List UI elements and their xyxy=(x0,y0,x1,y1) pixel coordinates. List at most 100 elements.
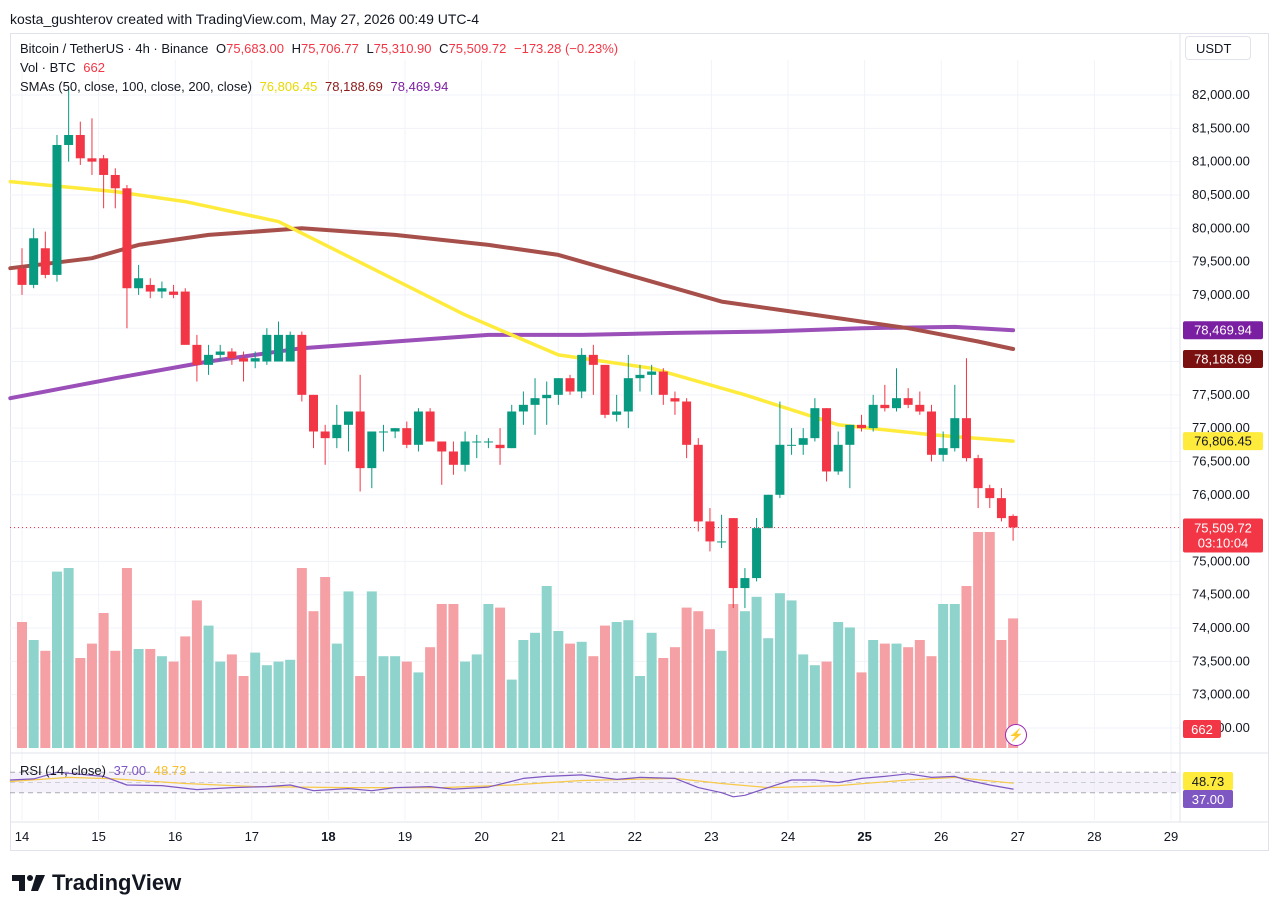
candle-body xyxy=(810,408,820,439)
candle-body xyxy=(99,158,109,175)
lightning-icon[interactable]: ⚡ xyxy=(1005,724,1027,746)
sma100-price-label: 78,188.69 xyxy=(1194,351,1252,366)
candle-body xyxy=(612,411,622,415)
rsi-price-label: 37.00 xyxy=(1192,792,1225,807)
candle-body xyxy=(122,188,132,289)
candle-body xyxy=(40,248,50,275)
volume-bar xyxy=(938,604,949,748)
candle-body xyxy=(262,334,272,362)
candle-body xyxy=(740,578,750,589)
candle-body xyxy=(670,398,680,402)
volume-bar xyxy=(238,676,249,748)
sma-label[interactable]: SMAs (50, close, 100, close, 200, close) xyxy=(20,79,252,94)
candle-body xyxy=(227,351,237,359)
volume-bar xyxy=(483,604,494,748)
volume-bar xyxy=(576,641,587,748)
volume-bar xyxy=(413,672,424,748)
volume-bar xyxy=(821,661,832,748)
candle-body xyxy=(157,288,167,292)
sma100-price-label-bg xyxy=(1183,349,1263,368)
x-tick-label: 19 xyxy=(398,829,412,844)
volume-label[interactable]: Vol · BTC xyxy=(20,60,76,75)
symbol-title[interactable]: Bitcoin / TetherUS · 4h · Binance xyxy=(20,41,209,56)
candle-body xyxy=(495,444,505,449)
currency-button[interactable]: USDT xyxy=(1185,36,1251,60)
candle-body xyxy=(110,174,120,189)
candle-body xyxy=(402,428,412,445)
volume-bar xyxy=(868,640,879,748)
volume-bar xyxy=(716,650,727,748)
y-tick-label: 81,000.00 xyxy=(1192,154,1250,169)
volume-bar xyxy=(926,656,937,748)
x-tick-label: 25 xyxy=(857,829,871,844)
y-tick-label: 75,000.00 xyxy=(1192,553,1250,568)
candle-body xyxy=(437,441,447,452)
candle-body xyxy=(29,238,39,285)
volume-bar xyxy=(914,640,925,748)
x-tick-label: 16 xyxy=(168,829,182,844)
volume-bar xyxy=(226,654,237,748)
candle-body xyxy=(530,398,540,405)
rsi-ma-value: 48.73 xyxy=(153,763,187,778)
sma100-value: 78,188.69 xyxy=(325,79,383,94)
x-tick-label: 14 xyxy=(15,829,29,844)
volume-bar xyxy=(658,658,669,748)
candle-body xyxy=(250,358,260,362)
open-label: O xyxy=(215,41,227,56)
candle-body xyxy=(17,268,27,285)
candle-body xyxy=(938,448,948,455)
candle-body xyxy=(868,404,878,429)
candle-body xyxy=(413,411,423,445)
candle-body xyxy=(355,411,365,469)
candle-body xyxy=(320,431,330,439)
candle-body xyxy=(973,458,983,489)
ohlc-legend: Bitcoin / TetherUS · 4h · Binance O75,68… xyxy=(20,41,622,56)
volume-bar xyxy=(436,604,447,748)
candle-body xyxy=(822,408,832,472)
volume-bar xyxy=(949,604,960,748)
volume-bar xyxy=(51,571,62,748)
y-tick-label: 81,500.00 xyxy=(1192,120,1250,135)
candle-body xyxy=(507,411,517,449)
rsi-price-label-bg xyxy=(1183,790,1233,808)
sma50-price-label: 76,806.45 xyxy=(1194,434,1252,449)
rsi-ma-line xyxy=(9,776,1014,789)
volume-bar xyxy=(774,593,785,748)
rsi-label[interactable]: RSI (14, close) xyxy=(20,763,106,778)
candle-body xyxy=(1008,515,1018,528)
volume-bar xyxy=(331,643,342,748)
candle-body xyxy=(204,354,214,365)
sma50-line xyxy=(8,179,1015,443)
volume-bar xyxy=(401,661,412,748)
volume-bar xyxy=(378,656,389,748)
volume-bar xyxy=(530,632,541,748)
y-tick-label: 80,500.00 xyxy=(1192,187,1250,202)
volume-bar xyxy=(191,600,202,748)
x-tick-label: 23 xyxy=(704,829,718,844)
volume-bar xyxy=(798,654,809,748)
candle-body xyxy=(763,494,773,529)
candle-body xyxy=(145,284,155,292)
y-tick-label: 80,000.00 xyxy=(1192,220,1250,235)
volume-bar xyxy=(996,640,1007,748)
candle-body xyxy=(845,424,855,445)
rsi-ma-price-label: 48.73 xyxy=(1192,774,1225,789)
candle-body xyxy=(460,441,470,465)
candle-body xyxy=(903,398,913,405)
candle-body xyxy=(658,371,668,395)
candle-body xyxy=(425,411,435,442)
last-price-label-bg xyxy=(1183,518,1263,553)
candle-body xyxy=(926,411,936,455)
volume-bar xyxy=(156,656,167,748)
volume-bar xyxy=(320,577,331,748)
candle-body xyxy=(309,394,318,432)
candle-body xyxy=(518,404,528,412)
x-tick-label: 26 xyxy=(934,829,948,844)
candle-body xyxy=(87,158,97,162)
volume-bar xyxy=(681,607,692,748)
candle-body xyxy=(752,528,762,579)
volume-bar xyxy=(739,611,750,748)
volume-bar xyxy=(973,532,984,748)
volume-bar xyxy=(611,622,622,748)
